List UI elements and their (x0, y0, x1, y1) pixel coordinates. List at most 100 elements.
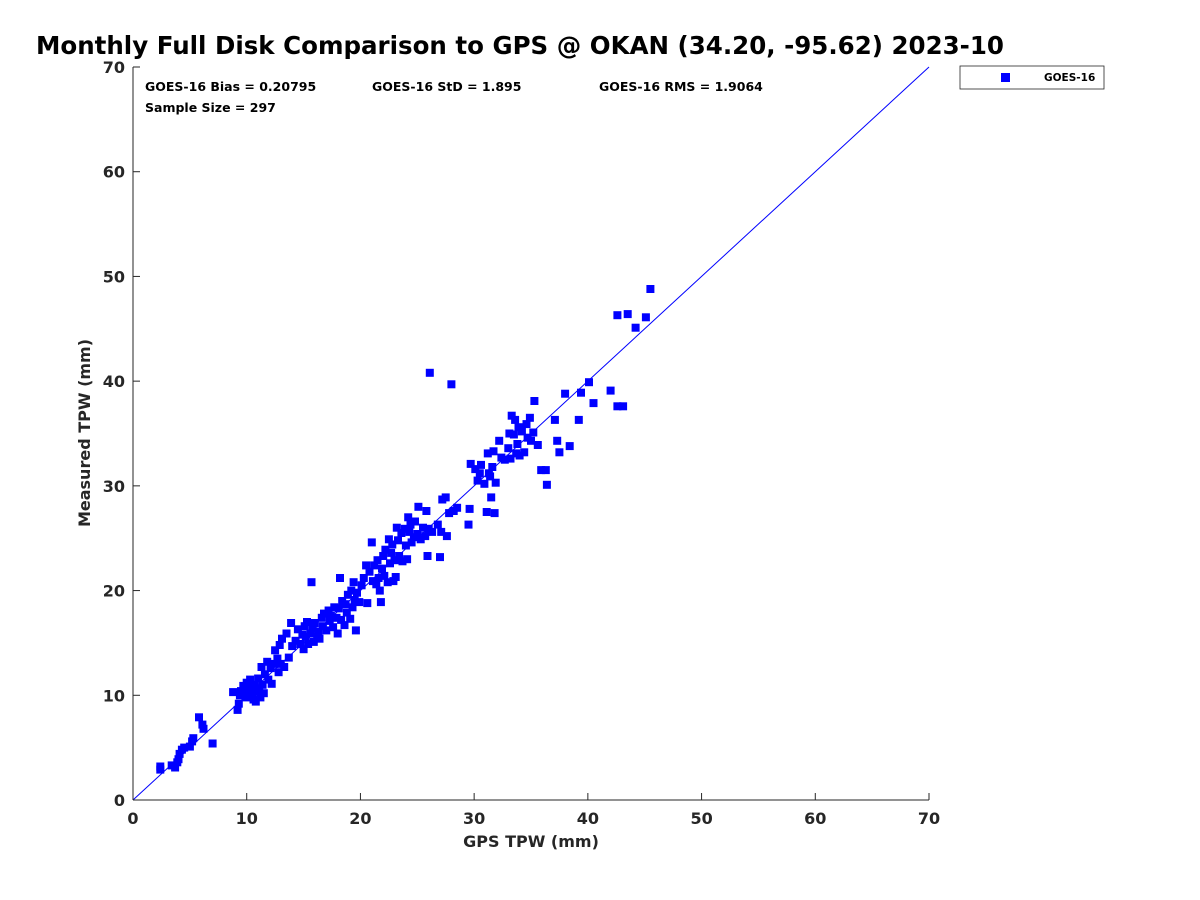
data-point (486, 472, 495, 481)
data-point (296, 640, 305, 648)
data-point (589, 399, 598, 408)
data-point (275, 641, 284, 649)
data-point (585, 378, 593, 387)
data-point (273, 654, 282, 663)
data-point (490, 509, 499, 518)
data-point (384, 535, 393, 544)
data-point (267, 679, 276, 688)
data-point (428, 527, 437, 536)
data-point (343, 590, 352, 599)
data-point (365, 567, 374, 576)
data-point (317, 613, 326, 622)
data-point (395, 552, 404, 560)
data-point (623, 310, 632, 319)
data-point (260, 670, 269, 679)
x-tick-label: 70 (918, 809, 940, 828)
x-axis-ticks: 0 10 20 30 40 50 60 70 (127, 793, 940, 828)
data-point (375, 586, 384, 595)
data-point (447, 380, 456, 389)
data-point (619, 402, 628, 411)
data-point (334, 604, 343, 613)
data-point (565, 442, 574, 451)
data-point (421, 532, 430, 541)
data-point (248, 688, 257, 697)
y-tick-label: 70 (103, 58, 125, 77)
data-point (391, 573, 400, 581)
data-point (495, 436, 504, 445)
x-tick-label: 40 (577, 809, 599, 828)
data-point (379, 552, 388, 560)
legend-box (959, 65, 1105, 90)
data-point (373, 556, 382, 565)
data-point (433, 520, 442, 529)
data-point (315, 634, 324, 643)
data-point (386, 559, 394, 568)
chart-title: Monthly Full Disk Comparison to GPS @ OK… (36, 31, 1004, 60)
data-point (383, 578, 392, 587)
data-point (422, 507, 431, 515)
data-point (301, 632, 310, 641)
data-point (326, 611, 335, 620)
data-point (380, 571, 389, 580)
x-tick-label: 30 (463, 809, 485, 828)
data-point (404, 513, 413, 522)
data-point (464, 520, 473, 529)
data-point (314, 627, 323, 636)
data-point (251, 697, 260, 706)
data-point (394, 536, 402, 545)
data-point (250, 680, 259, 689)
data-point (258, 680, 267, 689)
data-point (333, 629, 342, 638)
x-tick-label: 0 (127, 809, 138, 828)
data-point (505, 429, 514, 438)
data-point (529, 428, 538, 437)
data-point (413, 530, 422, 538)
data-point (407, 538, 416, 547)
data-point (465, 504, 474, 513)
data-point (401, 541, 410, 550)
data-point (506, 454, 515, 463)
data-point (255, 687, 264, 696)
data-point (473, 476, 482, 485)
data-point (471, 465, 480, 474)
x-axis-label: GPS TPW (mm) (463, 832, 599, 851)
data-point (482, 508, 491, 516)
data-point (199, 724, 208, 733)
data-point (453, 503, 462, 512)
data-point (341, 600, 350, 609)
data-point (330, 603, 339, 612)
data-point (530, 397, 539, 405)
data-point (318, 622, 327, 631)
data-point (189, 734, 198, 743)
data-point (346, 614, 355, 623)
data-point (195, 713, 203, 722)
data-point (322, 626, 331, 635)
data-point (511, 415, 520, 424)
data-point (332, 613, 341, 622)
data-point (390, 556, 399, 565)
x-tick-label: 10 (236, 809, 258, 828)
data-point (306, 629, 315, 638)
data-point (403, 555, 412, 564)
data-point (175, 749, 184, 758)
data-point (475, 469, 484, 478)
data-point (483, 449, 492, 458)
data-point (357, 581, 366, 590)
stats-sample-size: Sample Size = 297 (145, 100, 276, 115)
data-point (263, 657, 272, 666)
data-point (309, 637, 318, 646)
y-tick-label: 50 (103, 267, 125, 286)
data-point (359, 574, 368, 582)
y-axis-label: Measured TPW (mm) (75, 339, 94, 527)
data-point (553, 436, 562, 445)
stats-rms: GOES-16 RMS = 1.9064 (599, 79, 763, 94)
data-point (487, 493, 496, 502)
data-point (436, 553, 444, 562)
data-point (325, 616, 334, 625)
data-point (198, 720, 207, 729)
data-point (411, 517, 419, 526)
data-point (310, 619, 319, 627)
data-point (378, 564, 386, 573)
data-point (362, 561, 371, 570)
data-point (270, 659, 278, 668)
